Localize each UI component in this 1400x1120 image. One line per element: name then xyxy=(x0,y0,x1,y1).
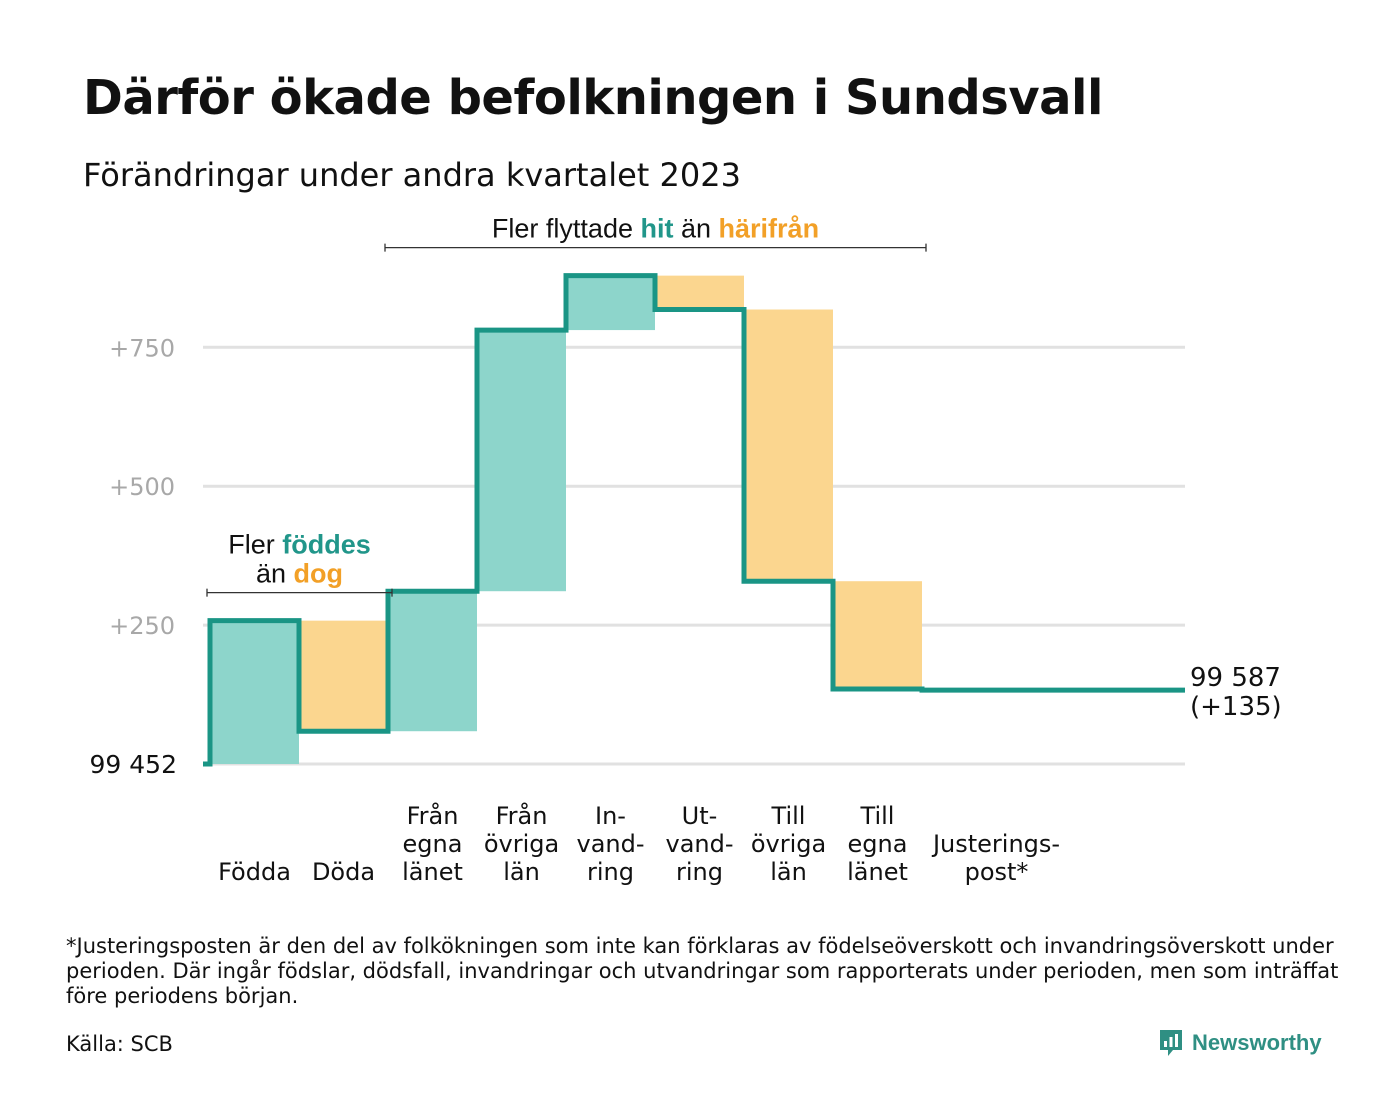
category-label: Justerings-post* xyxy=(931,830,1060,886)
grid-lines: +250 +500 +750 xyxy=(109,334,1185,766)
category-label: Till egna länet xyxy=(847,802,908,886)
source-label: Källa: SCB xyxy=(66,1032,173,1056)
category-label: Födda xyxy=(218,858,291,886)
step-line xyxy=(203,273,1185,767)
footnote: *Justeringsposten är den del av folkökni… xyxy=(66,934,1339,1008)
category-label: Till övriga län xyxy=(751,802,826,886)
bar-increase xyxy=(566,275,655,331)
y-tick-label: +250 xyxy=(109,612,175,640)
bar-increase xyxy=(210,620,299,764)
bar-decrease xyxy=(299,620,388,732)
category-label: Döda xyxy=(312,858,375,886)
category-label: Från egna länet xyxy=(402,801,463,886)
page-title: Därför ökade befolkningen i Sundsvall xyxy=(83,70,1103,126)
category-label: Ut-vand-ring xyxy=(665,802,733,886)
bar-increase xyxy=(388,591,477,732)
y-tick-label: +500 xyxy=(109,473,175,501)
bar-decrease xyxy=(655,275,744,310)
category-label: In-vand-ring xyxy=(576,802,644,886)
category-label: Från övriga län xyxy=(484,801,559,886)
end-value-label: 99 587 xyxy=(1190,663,1281,693)
bar-decrease xyxy=(744,309,833,582)
annotation-text: än dog xyxy=(256,559,343,589)
y-tick-label: +750 xyxy=(109,334,175,362)
page-subtitle: Förändringar under andra kvartalet 2023 xyxy=(83,156,741,194)
logo-text: Newsworthy xyxy=(1192,1030,1322,1055)
bar-decrease xyxy=(833,581,922,689)
bar-increase xyxy=(477,330,566,592)
labels: 99 452 Födda Döda Från egna länet Från övriga lä… xyxy=(90,663,1282,886)
start-value-label: 99 452 xyxy=(90,750,177,779)
cumulative-step-line xyxy=(203,273,1185,767)
annotation-text: Fler flyttade hit än härifrån xyxy=(492,214,819,244)
end-change-label: (+135) xyxy=(1190,692,1282,722)
newsworthy-logo: Newsworthy xyxy=(1158,1026,1322,1060)
annotation-text: Fler föddes xyxy=(228,530,371,560)
bars xyxy=(210,275,922,764)
newsworthy-logo-icon xyxy=(1160,1030,1182,1056)
